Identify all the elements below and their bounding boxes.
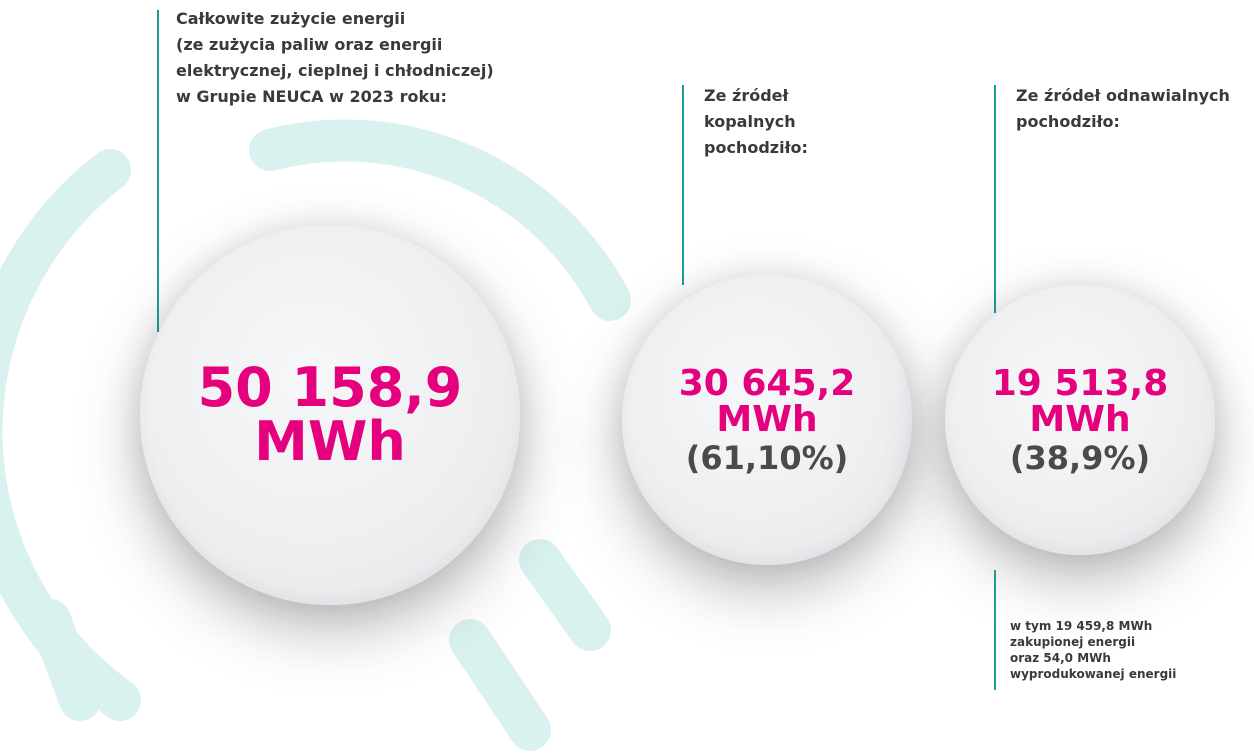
- prong-1: [470, 640, 530, 730]
- renewable-note: w tym 19 459,8 MWh zakupionej energii or…: [1010, 618, 1176, 682]
- note-line: wyprodukowanej energii: [1010, 666, 1176, 682]
- unit: MWh: [716, 402, 817, 438]
- arc-bottom: [50, 620, 80, 700]
- divider: [994, 570, 996, 690]
- value: 30 645,2: [679, 366, 856, 402]
- label-line: Ze źródeł: [704, 83, 808, 109]
- label-line: Ze źródeł odnawialnych: [1016, 83, 1230, 109]
- label-line: (ze zużycia paliw oraz energii: [176, 32, 494, 58]
- total-circle: 50 158,9 MWh: [140, 225, 520, 605]
- label-line: Całkowite zużycie energii: [176, 6, 494, 32]
- divider: [157, 10, 159, 332]
- fossil-circle: 30 645,2 MWh (61,10%): [622, 275, 912, 565]
- unit: MWh: [254, 415, 406, 469]
- label-line: kopalnych: [704, 109, 808, 135]
- divider: [994, 85, 996, 313]
- divider: [682, 85, 684, 285]
- value: 19 513,8: [992, 366, 1169, 402]
- page: {"total": {"label": ["Całkowite zużycie …: [0, 0, 1254, 753]
- renewable-circle: 19 513,8 MWh (38,9%): [945, 285, 1215, 555]
- fossil-label: Ze źródeł kopalnych pochodziło:: [704, 83, 808, 161]
- total-label: Całkowite zużycie energii (ze zużycia pa…: [176, 6, 494, 110]
- label-line: w Grupie NEUCA w 2023 roku:: [176, 84, 494, 110]
- label-line: elektrycznej, cieplnej i chłodniczej): [176, 58, 494, 84]
- value: 50 158,9: [198, 361, 463, 415]
- note-line: oraz 54,0 MWh: [1010, 650, 1176, 666]
- share: (61,10%): [686, 442, 849, 474]
- share: (38,9%): [1010, 442, 1150, 474]
- label-line: pochodziło:: [1016, 109, 1230, 135]
- renewable-label: Ze źródeł odnawialnych pochodziło:: [1016, 83, 1230, 135]
- unit: MWh: [1029, 402, 1130, 438]
- label-line: pochodziło:: [704, 135, 808, 161]
- note-line: w tym 19 459,8 MWh: [1010, 618, 1176, 634]
- prong-2: [540, 560, 590, 630]
- note-line: zakupionej energii: [1010, 634, 1176, 650]
